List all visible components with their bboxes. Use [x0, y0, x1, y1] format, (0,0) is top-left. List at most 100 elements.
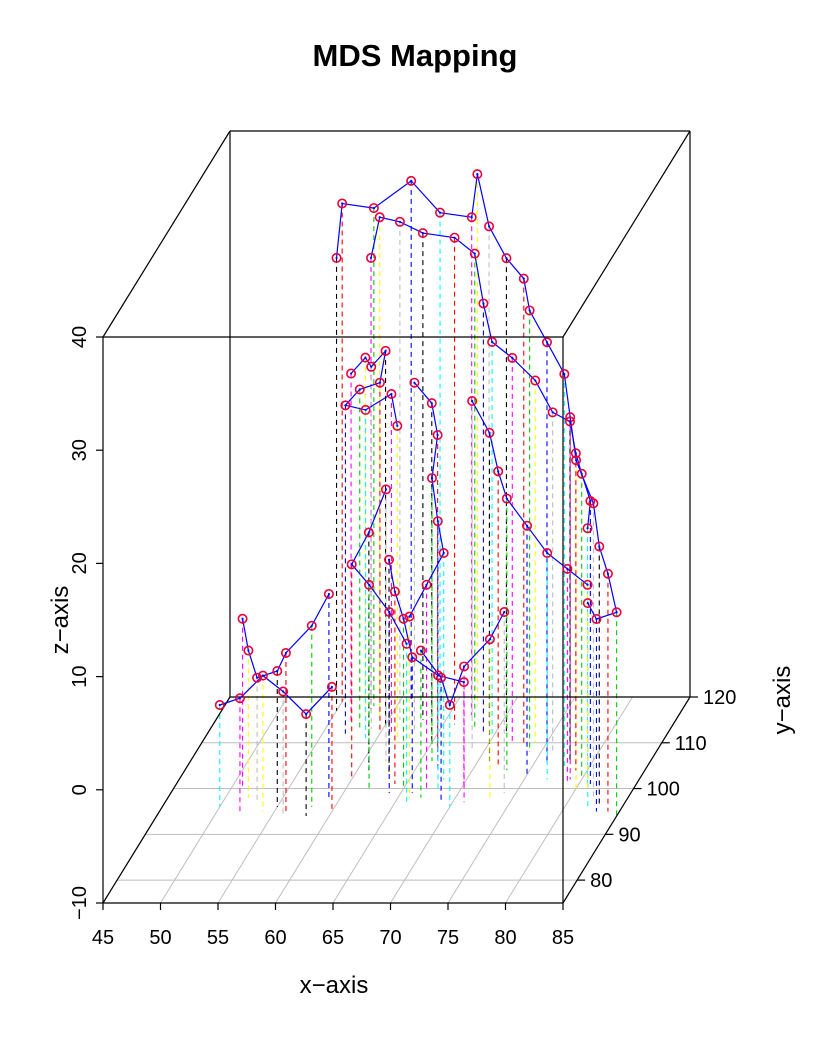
data-point — [524, 305, 535, 316]
data-point-center — [341, 202, 344, 205]
data-point — [522, 520, 533, 531]
data-point — [384, 554, 395, 565]
data-point-center — [534, 379, 537, 382]
data-point-center — [442, 551, 445, 555]
data-point-center — [563, 372, 566, 376]
data-point-center — [551, 411, 554, 414]
box-edge — [102, 696, 231, 904]
data-point-center — [568, 420, 572, 423]
z-tick-label: 40 — [69, 326, 91, 348]
x-axis-label: x−axis — [300, 972, 369, 999]
data-point-center — [586, 602, 589, 605]
grid-line-x — [275, 696, 403, 904]
x-tick-label: 60 — [264, 927, 286, 949]
x-tick-label: 75 — [437, 927, 459, 949]
data-point — [432, 429, 443, 440]
data-point — [449, 232, 460, 243]
data-point-center — [606, 572, 610, 575]
data-point — [323, 588, 334, 599]
data-point — [571, 455, 582, 466]
data-point — [306, 620, 317, 631]
data-point-center — [350, 563, 353, 566]
data-point-center — [436, 674, 440, 677]
data-point — [559, 369, 570, 380]
connecting-lines — [219, 173, 618, 715]
data-point-center — [388, 610, 391, 614]
data-point — [591, 614, 602, 625]
data-point-center — [378, 216, 381, 219]
data-point — [426, 473, 437, 484]
data-point — [386, 389, 397, 400]
box-edge — [562, 130, 691, 338]
x-tick-label: 45 — [92, 927, 114, 949]
data-point-center — [505, 497, 508, 500]
data-point — [426, 398, 437, 409]
data-point — [407, 652, 418, 663]
z-tick-label: 0 — [69, 784, 91, 795]
x-tick-label: 65 — [322, 927, 344, 949]
grid-line-x — [160, 696, 288, 904]
data-point-center — [261, 674, 265, 677]
data-point — [415, 645, 426, 656]
data-point-center — [247, 649, 250, 652]
data-point-center — [218, 703, 221, 707]
data-point — [237, 613, 248, 624]
data-point-center — [436, 520, 439, 523]
x-tick-label: 85 — [552, 927, 574, 949]
grid-line-x — [505, 696, 633, 904]
bounding-box — [102, 130, 691, 904]
data-point — [541, 337, 552, 348]
data-point — [444, 699, 455, 710]
data-point-center — [367, 583, 371, 586]
data-point — [272, 666, 283, 677]
data-point-center — [448, 703, 451, 707]
z-tick-label: 20 — [69, 552, 91, 574]
data-point — [257, 670, 268, 681]
data-point — [364, 579, 375, 590]
data-point-center — [421, 232, 424, 235]
data-point — [484, 427, 495, 438]
data-point-center — [410, 179, 413, 182]
grid-line-x — [447, 696, 576, 904]
z-tick-label: 10 — [69, 665, 91, 687]
grid-line-x — [332, 696, 461, 904]
data-point-center — [255, 676, 259, 679]
data-point-center — [453, 236, 456, 239]
series-line — [420, 611, 505, 707]
data-point — [585, 495, 596, 506]
data-point — [469, 248, 480, 259]
data-point — [404, 611, 415, 622]
data-point-center — [430, 476, 434, 480]
data-point-center — [462, 680, 465, 684]
data-point — [380, 345, 391, 356]
data-point-center — [546, 551, 549, 555]
data-point — [234, 693, 245, 704]
data-point-center — [589, 499, 592, 503]
data-point-center — [327, 592, 331, 596]
data-point-center — [408, 615, 411, 618]
data-point-center — [497, 470, 500, 473]
data-point-center — [378, 381, 382, 384]
data-point — [493, 466, 504, 477]
data-point-center — [364, 356, 367, 359]
series-line — [344, 348, 398, 426]
data-point — [280, 647, 291, 658]
data-point — [611, 607, 622, 618]
data-point-center — [364, 408, 367, 412]
data-point-center — [488, 638, 492, 641]
data-point — [436, 672, 447, 683]
data-point — [360, 352, 371, 363]
data-point — [602, 568, 613, 579]
data-point-center — [505, 257, 508, 260]
data-point — [366, 361, 377, 372]
data-point — [278, 686, 289, 697]
data-point — [331, 252, 342, 263]
data-point — [582, 579, 593, 590]
data-point-center — [491, 340, 494, 344]
data-point — [501, 493, 512, 504]
data-point-center — [430, 402, 433, 405]
data-point-center — [390, 392, 393, 396]
data-point-center — [276, 669, 279, 673]
data-point-center — [384, 488, 388, 491]
